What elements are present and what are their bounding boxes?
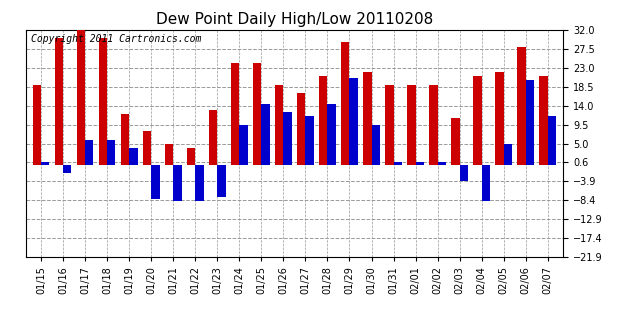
Bar bbox=[517, 47, 525, 165]
Bar bbox=[231, 63, 239, 165]
Bar bbox=[275, 84, 284, 165]
Bar bbox=[33, 84, 41, 165]
Bar bbox=[253, 63, 261, 165]
Bar bbox=[394, 162, 402, 165]
Bar bbox=[525, 81, 534, 165]
Bar bbox=[305, 116, 314, 165]
Bar bbox=[385, 84, 394, 165]
Bar bbox=[415, 162, 424, 165]
Bar bbox=[495, 72, 504, 165]
Bar bbox=[129, 148, 138, 165]
Bar bbox=[143, 131, 151, 165]
Bar bbox=[284, 112, 292, 165]
Bar bbox=[261, 104, 269, 165]
Bar bbox=[239, 125, 248, 165]
Bar bbox=[363, 72, 371, 165]
Bar bbox=[460, 165, 468, 182]
Bar bbox=[54, 38, 63, 165]
Bar bbox=[218, 165, 226, 197]
Bar bbox=[482, 165, 490, 201]
Bar bbox=[173, 165, 182, 201]
Bar bbox=[107, 140, 115, 165]
Bar bbox=[209, 110, 218, 165]
Bar bbox=[195, 165, 204, 201]
Bar bbox=[548, 116, 556, 165]
Bar bbox=[407, 84, 415, 165]
Bar bbox=[319, 76, 328, 165]
Bar bbox=[349, 78, 358, 165]
Bar bbox=[451, 118, 460, 165]
Bar bbox=[341, 42, 349, 165]
Text: Copyright 2011 Cartronics.com: Copyright 2011 Cartronics.com bbox=[31, 34, 202, 44]
Bar bbox=[540, 76, 548, 165]
Bar bbox=[297, 93, 305, 165]
Bar bbox=[429, 84, 438, 165]
Bar bbox=[121, 114, 129, 165]
Bar bbox=[151, 165, 159, 199]
Bar bbox=[187, 148, 195, 165]
Bar bbox=[85, 140, 93, 165]
Bar bbox=[41, 162, 49, 165]
Bar bbox=[77, 30, 85, 165]
Bar bbox=[99, 38, 107, 165]
Bar bbox=[474, 76, 482, 165]
Title: Dew Point Daily High/Low 20110208: Dew Point Daily High/Low 20110208 bbox=[156, 12, 433, 27]
Bar bbox=[504, 144, 512, 165]
Bar bbox=[371, 125, 380, 165]
Bar bbox=[328, 104, 336, 165]
Bar bbox=[165, 144, 173, 165]
Bar bbox=[438, 162, 446, 165]
Bar bbox=[63, 165, 72, 173]
